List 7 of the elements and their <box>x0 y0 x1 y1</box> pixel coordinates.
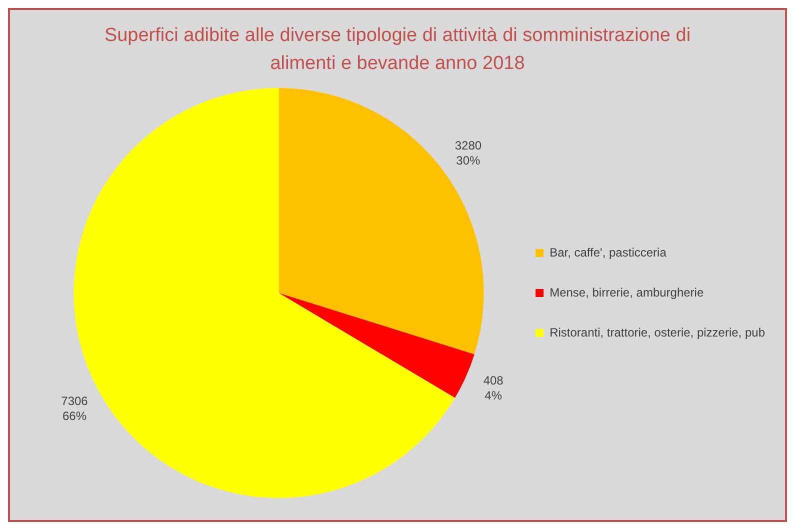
data-label: 3280 30% <box>454 138 482 168</box>
chart-title: Superfici adibite alle diverse tipologie di attività di somministrazione di alimenti e bevande anno 2018 <box>103 24 692 76</box>
data-label: 408 4% <box>483 374 504 403</box>
legend-label: Bar, caffe', pasticceria <box>550 245 667 260</box>
legend-label: Mense, birrerie, amburgherie <box>550 285 704 300</box>
data-label: 7306 66% <box>61 394 88 423</box>
legend-label: Ristoranti, trattorie, osterie, pizzerie, pub <box>550 325 766 340</box>
